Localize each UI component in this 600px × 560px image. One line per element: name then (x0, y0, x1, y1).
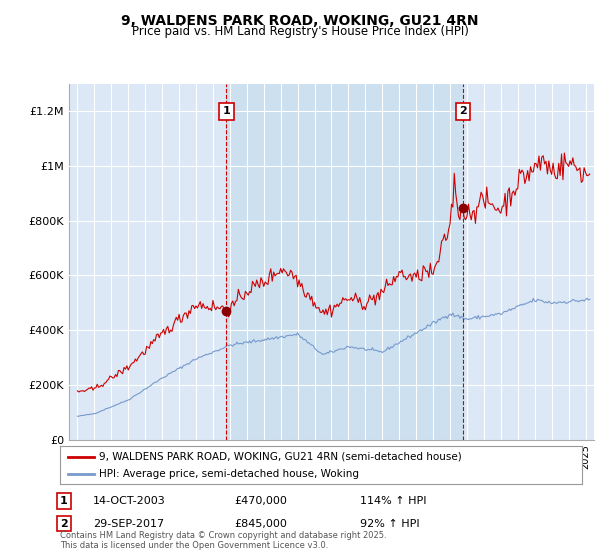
Text: 14-OCT-2003: 14-OCT-2003 (93, 496, 166, 506)
Text: Contains HM Land Registry data © Crown copyright and database right 2025.
This d: Contains HM Land Registry data © Crown c… (60, 530, 386, 550)
Text: £845,000: £845,000 (234, 519, 287, 529)
Text: 92% ↑ HPI: 92% ↑ HPI (360, 519, 419, 529)
Text: 114% ↑ HPI: 114% ↑ HPI (360, 496, 427, 506)
Text: 9, WALDENS PARK ROAD, WOKING, GU21 4RN (semi-detached house): 9, WALDENS PARK ROAD, WOKING, GU21 4RN (… (99, 451, 462, 461)
Text: Price paid vs. HM Land Registry's House Price Index (HPI): Price paid vs. HM Land Registry's House … (131, 25, 469, 38)
Text: 2: 2 (60, 519, 68, 529)
Bar (226, 84, 463, 440)
Text: 29-SEP-2017: 29-SEP-2017 (93, 519, 164, 529)
Text: 9, WALDENS PARK ROAD, WOKING, GU21 4RN: 9, WALDENS PARK ROAD, WOKING, GU21 4RN (121, 14, 479, 28)
Text: £470,000: £470,000 (234, 496, 287, 506)
Text: 2: 2 (459, 106, 467, 116)
Text: 1: 1 (223, 106, 230, 116)
Text: 1: 1 (60, 496, 68, 506)
Text: HPI: Average price, semi-detached house, Woking: HPI: Average price, semi-detached house,… (99, 469, 359, 479)
